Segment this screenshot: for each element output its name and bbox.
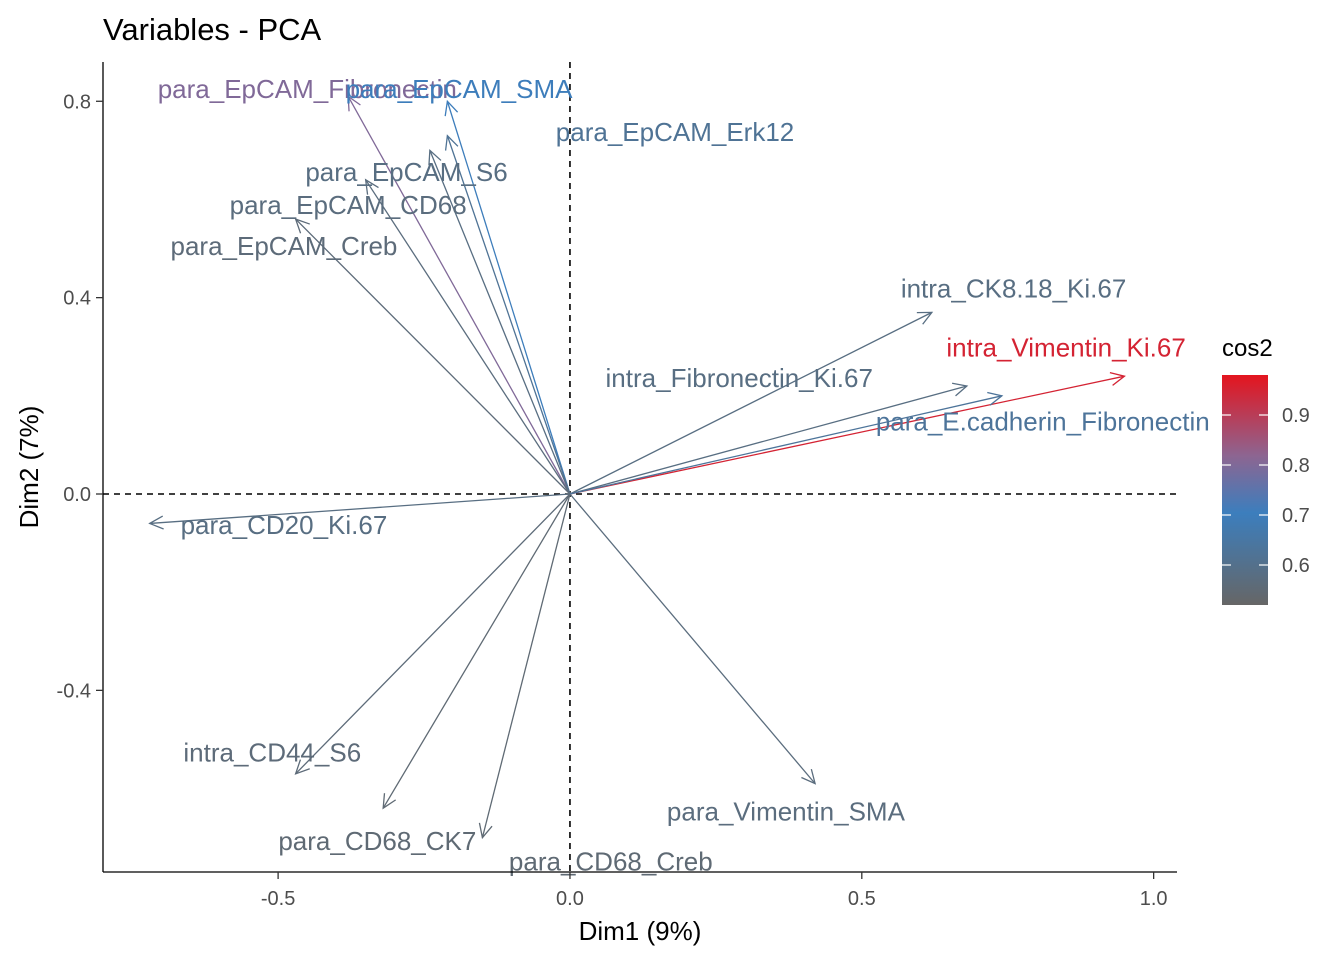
variable-arrow bbox=[569, 391, 1004, 495]
variable-label: para_EpCAM_SMA bbox=[346, 74, 574, 104]
y-tick-label: 0.8 bbox=[63, 91, 91, 113]
variable-arrow bbox=[294, 493, 571, 775]
cos2-legend: cos2 0.6 0.7 0.8 0.9 bbox=[1222, 335, 1310, 605]
x-tick-label: 0.0 bbox=[556, 888, 584, 910]
x-tick-label: 1.0 bbox=[1140, 888, 1168, 910]
chart-title: Variables - PCA bbox=[103, 12, 322, 47]
legend-colorbar bbox=[1222, 375, 1268, 605]
variable-label: para_EpCAM_Erk12 bbox=[556, 117, 794, 147]
variable-arrow bbox=[428, 148, 571, 495]
y-axis-title: Dim2 (7%) bbox=[14, 406, 44, 529]
reference-lines bbox=[103, 62, 1177, 872]
variable-label: para_E.cadherin_Fibronectin bbox=[876, 406, 1210, 436]
y-tick-label: 0.4 bbox=[63, 288, 91, 310]
variable-arrows bbox=[148, 95, 1126, 840]
x-tick-label: -0.5 bbox=[261, 888, 295, 910]
x-tick-label: 0.5 bbox=[848, 888, 876, 910]
variable-labels: para_EpCAM_Fibronectinpara_EpCAM_SMApara… bbox=[158, 74, 1210, 877]
variable-label: intra_Vimentin_Ki.67 bbox=[946, 333, 1185, 363]
variable-label: para_CD68_CK7 bbox=[278, 826, 476, 856]
variable-arrow bbox=[569, 493, 817, 785]
y-tick-label: 0.0 bbox=[63, 484, 91, 506]
variable-label: para_EpCAM_S6 bbox=[305, 157, 507, 187]
legend-tick-label: 0.6 bbox=[1282, 555, 1310, 577]
y-ticks: -0.4 0.0 0.4 0.8 bbox=[57, 91, 103, 702]
variable-label: intra_CK8.18_Ki.67 bbox=[901, 273, 1126, 303]
variable-label: para_EpCAM_CD68 bbox=[230, 190, 467, 220]
variable-arrow bbox=[347, 95, 571, 495]
variable-label: para_CD20_Ki.67 bbox=[181, 510, 388, 540]
variable-arrow bbox=[478, 493, 571, 840]
variable-arrow bbox=[294, 218, 571, 495]
legend-title: cos2 bbox=[1222, 335, 1273, 362]
variable-label: para_Vimentin_SMA bbox=[667, 797, 906, 827]
variable-arrow bbox=[444, 99, 571, 495]
variable-label: intra_CD44_S6 bbox=[183, 738, 361, 768]
variable-arrow bbox=[569, 371, 1126, 495]
y-tick-label: -0.4 bbox=[57, 680, 91, 702]
variable-label: para_EpCAM_Fibronectin bbox=[158, 74, 457, 104]
x-ticks: -0.5 0.0 0.5 1.0 bbox=[261, 872, 1168, 910]
axes: -0.5 0.0 0.5 1.0 -0.4 0.0 0.4 0.8 bbox=[57, 62, 1177, 910]
legend-tick-label: 0.7 bbox=[1282, 505, 1310, 527]
plot-area: para_EpCAM_Fibronectinpara_EpCAM_SMApara… bbox=[103, 62, 1210, 877]
variable-arrow bbox=[569, 382, 969, 495]
variable-arrow bbox=[444, 134, 571, 495]
legend-tick-label: 0.9 bbox=[1282, 405, 1310, 427]
variable-arrow bbox=[569, 311, 934, 495]
legend-ticks: 0.6 0.7 0.8 0.9 bbox=[1222, 405, 1310, 577]
legend-tick-label: 0.8 bbox=[1282, 455, 1310, 477]
x-axis-title: Dim1 (9%) bbox=[579, 916, 702, 946]
variable-arrow bbox=[382, 493, 571, 810]
variable-arrow bbox=[364, 178, 571, 495]
variable-arrow bbox=[148, 493, 571, 530]
variable-label: intra_Fibronectin_Ki.67 bbox=[606, 363, 873, 393]
variable-label: para_EpCAM_Creb bbox=[171, 231, 398, 261]
